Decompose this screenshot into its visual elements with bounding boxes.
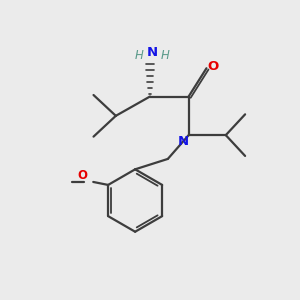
Text: O: O bbox=[77, 169, 87, 182]
Text: N: N bbox=[147, 46, 158, 59]
Text: H: H bbox=[161, 49, 170, 62]
Text: O: O bbox=[207, 60, 219, 73]
Text: N: N bbox=[178, 135, 189, 148]
Text: H: H bbox=[134, 49, 143, 62]
